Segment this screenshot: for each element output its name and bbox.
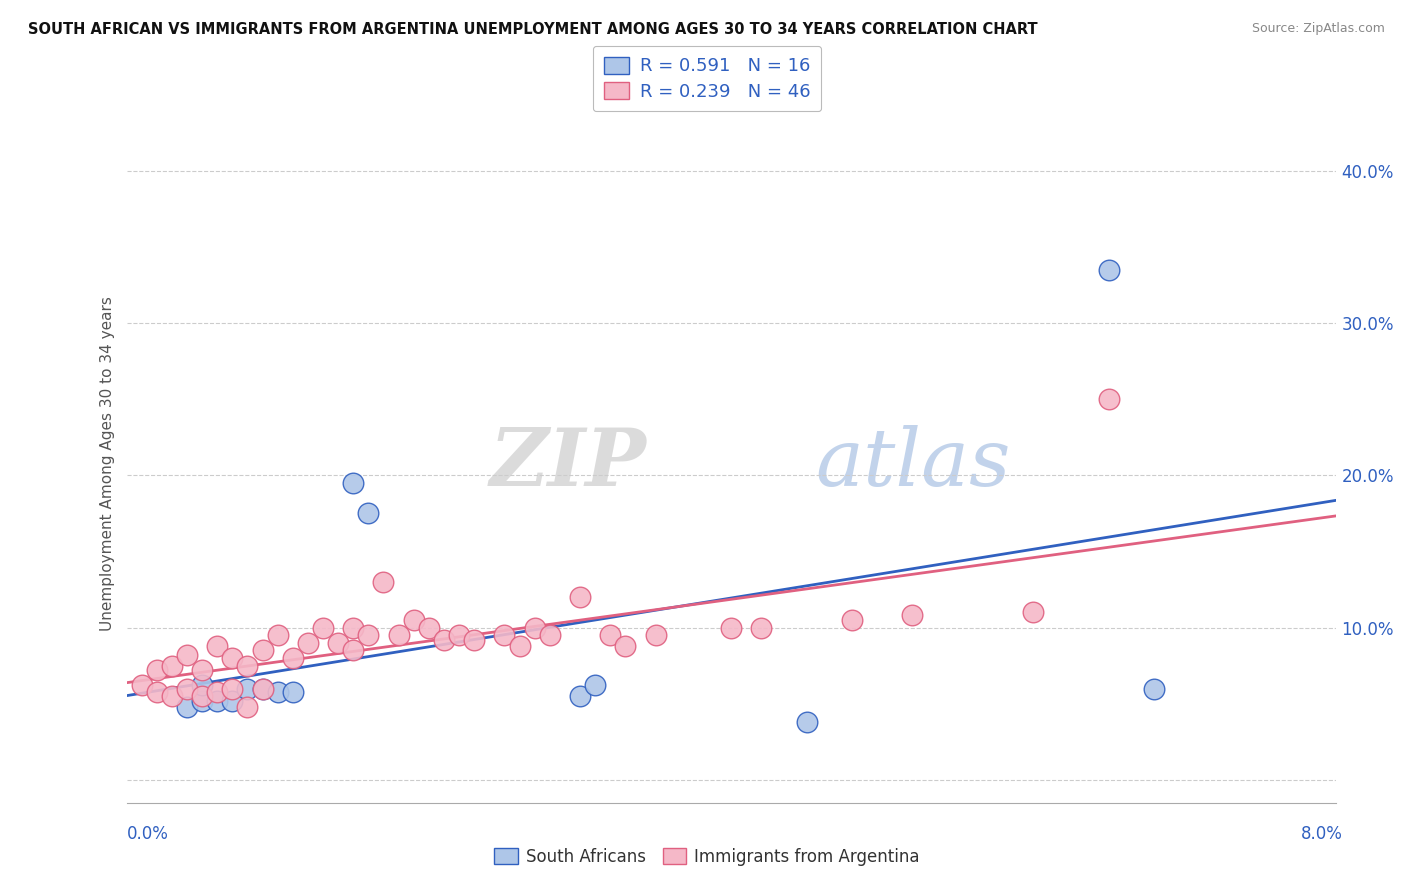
- Point: [388, 628, 411, 642]
- Point: [191, 663, 214, 677]
- Point: [236, 658, 259, 673]
- Point: [509, 639, 531, 653]
- Point: [1022, 606, 1045, 620]
- Point: [312, 621, 335, 635]
- Point: [357, 507, 380, 521]
- Point: [236, 681, 259, 696]
- Point: [1098, 392, 1121, 406]
- Text: Source: ZipAtlas.com: Source: ZipAtlas.com: [1251, 22, 1385, 36]
- Point: [418, 621, 440, 635]
- Point: [281, 651, 304, 665]
- Point: [1098, 262, 1121, 277]
- Point: [463, 632, 485, 647]
- Point: [267, 628, 290, 642]
- Point: [236, 699, 259, 714]
- Point: [131, 678, 153, 692]
- Text: atlas: atlas: [815, 425, 1011, 502]
- Point: [357, 628, 380, 642]
- Point: [176, 681, 198, 696]
- Point: [146, 663, 169, 677]
- Point: [267, 684, 290, 698]
- Point: [568, 689, 592, 703]
- Point: [796, 714, 818, 729]
- Point: [221, 681, 243, 696]
- Point: [342, 621, 364, 635]
- Text: ZIP: ZIP: [489, 425, 647, 502]
- Point: [1143, 681, 1166, 696]
- Point: [841, 613, 863, 627]
- Y-axis label: Unemployment Among Ages 30 to 34 years: Unemployment Among Ages 30 to 34 years: [100, 296, 115, 632]
- Point: [160, 658, 183, 673]
- Point: [599, 628, 621, 642]
- Point: [191, 694, 214, 708]
- Text: SOUTH AFRICAN VS IMMIGRANTS FROM ARGENTINA UNEMPLOYMENT AMONG AGES 30 TO 34 YEAR: SOUTH AFRICAN VS IMMIGRANTS FROM ARGENTI…: [28, 22, 1038, 37]
- Point: [297, 636, 319, 650]
- Point: [221, 651, 243, 665]
- Text: 8.0%: 8.0%: [1301, 825, 1343, 843]
- Point: [751, 621, 773, 635]
- Point: [205, 684, 228, 698]
- Point: [901, 608, 924, 623]
- Point: [176, 699, 198, 714]
- Point: [402, 613, 425, 627]
- Point: [433, 632, 456, 647]
- Point: [205, 639, 228, 653]
- Point: [720, 621, 742, 635]
- Point: [191, 689, 214, 703]
- Point: [494, 628, 516, 642]
- Point: [447, 628, 470, 642]
- Point: [538, 628, 561, 642]
- Point: [568, 590, 592, 604]
- Point: [523, 621, 546, 635]
- Point: [252, 681, 274, 696]
- Legend: South Africans, Immigrants from Argentina: South Africans, Immigrants from Argentin…: [488, 841, 927, 872]
- Point: [583, 678, 606, 692]
- Point: [342, 475, 364, 490]
- Point: [146, 684, 169, 698]
- Point: [191, 678, 214, 692]
- Point: [252, 681, 274, 696]
- Point: [281, 684, 304, 698]
- Point: [373, 574, 395, 589]
- Point: [614, 639, 637, 653]
- Point: [205, 694, 228, 708]
- Point: [252, 643, 274, 657]
- Text: 0.0%: 0.0%: [127, 825, 169, 843]
- Point: [160, 689, 183, 703]
- Point: [342, 643, 364, 657]
- Point: [176, 648, 198, 662]
- Point: [326, 636, 350, 650]
- Point: [221, 694, 243, 708]
- Point: [644, 628, 666, 642]
